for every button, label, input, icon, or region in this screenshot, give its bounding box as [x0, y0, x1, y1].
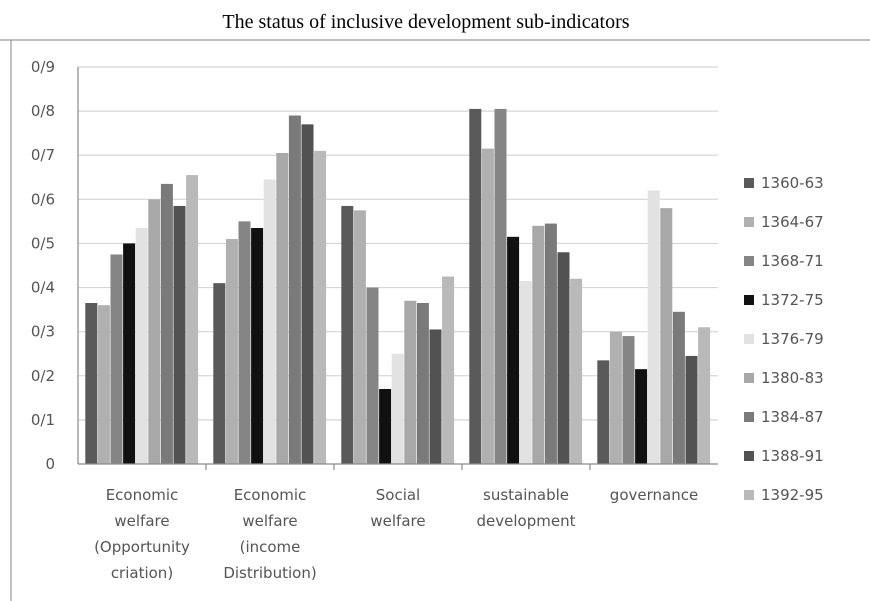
- bar: [353, 210, 366, 464]
- bar: [173, 205, 186, 464]
- legend: 1360-63 1364-67 1368-71 1372-75 1376-79 1380-…: [744, 174, 824, 504]
- legend-swatch: [744, 178, 754, 188]
- bar: [481, 148, 494, 464]
- bar: [557, 252, 570, 464]
- bar: [647, 190, 660, 464]
- x-category-label: Economic welfare (Opportunity criation): [94, 486, 190, 582]
- bar: [469, 108, 482, 465]
- bar: [148, 199, 161, 465]
- bar: [698, 327, 711, 464]
- bar: [429, 329, 442, 464]
- legend-label: 1376-79: [761, 330, 824, 348]
- y-tick-label: 0/2: [31, 367, 55, 385]
- bar: [379, 389, 392, 464]
- bar: [251, 228, 264, 464]
- bar: [544, 223, 557, 464]
- bar: [494, 108, 507, 465]
- bar: [263, 179, 276, 464]
- bar: [416, 302, 429, 464]
- bar: [314, 150, 327, 465]
- y-tick-label: 0/3: [31, 323, 55, 341]
- bar: [609, 331, 622, 464]
- legend-swatch: [744, 490, 754, 500]
- y-tick-label: 0/8: [31, 102, 55, 120]
- bar: [160, 183, 173, 464]
- legend-swatch: [744, 412, 754, 422]
- bar: [123, 243, 136, 464]
- legend-label: 1384-87: [761, 408, 824, 426]
- legend-label: 1380-83: [761, 369, 824, 387]
- bar: [213, 283, 226, 464]
- bar: [238, 221, 251, 464]
- legend-swatch: [744, 451, 754, 461]
- bar: [391, 353, 404, 464]
- x-category-label: sustainable development: [477, 486, 576, 530]
- legend-swatch: [744, 295, 754, 305]
- y-tick-label: 0/4: [31, 279, 55, 297]
- bar: [85, 302, 98, 464]
- y-tick-label: 0/1: [31, 411, 55, 429]
- y-tick-label: 0/6: [31, 190, 55, 208]
- bar: [97, 305, 110, 464]
- bar: [507, 236, 520, 464]
- bar: [186, 175, 199, 465]
- y-tick-label: 0/9: [31, 58, 55, 76]
- bar: [288, 115, 301, 465]
- bars: [85, 108, 711, 465]
- bar: [404, 300, 417, 464]
- bar: [660, 208, 673, 464]
- x-category-label: Economic welfare (income Distribution): [223, 486, 316, 582]
- legend-swatch: [744, 373, 754, 383]
- x-category-label: Social welfare: [370, 486, 425, 530]
- legend-label: 1388-91: [761, 447, 824, 465]
- y-tick-label: 0/7: [31, 146, 55, 164]
- y-tick-label: 0: [45, 455, 55, 473]
- bar: [622, 336, 635, 464]
- chart-title: The status of inclusive development sub-…: [222, 11, 629, 33]
- legend-label: 1392-95: [761, 486, 824, 504]
- bar: [570, 278, 583, 464]
- x-category-label: governance: [610, 486, 698, 504]
- bar: [635, 369, 648, 464]
- bar: [135, 228, 148, 464]
- legend-label: 1360-63: [761, 174, 824, 192]
- bar: [685, 355, 698, 464]
- bar: [442, 276, 455, 464]
- bar: [672, 311, 685, 464]
- bar: [597, 360, 610, 464]
- bar: [532, 225, 545, 464]
- bar: [301, 124, 314, 464]
- legend-swatch: [744, 217, 754, 227]
- bar: [341, 205, 354, 464]
- y-tick-labels: 0 0/1 0/2 0/3 0/4 0/5 0/6 0/7 0/8 0/9: [31, 58, 55, 473]
- bar: [110, 254, 123, 464]
- bar: [366, 287, 379, 464]
- x-category-labels: Economic welfare (Opportunity criation) Econ…: [94, 486, 698, 582]
- legend-label: 1368-71: [761, 252, 824, 270]
- axes: [77, 67, 718, 470]
- bar: [225, 239, 238, 464]
- legend-swatch: [744, 256, 754, 266]
- y-tick-label: 0/5: [31, 234, 55, 252]
- bar: [519, 280, 532, 464]
- legend-label: 1372-75: [761, 291, 824, 309]
- legend-label: 1364-67: [761, 213, 824, 231]
- legend-swatch: [744, 334, 754, 344]
- bar: [276, 153, 289, 464]
